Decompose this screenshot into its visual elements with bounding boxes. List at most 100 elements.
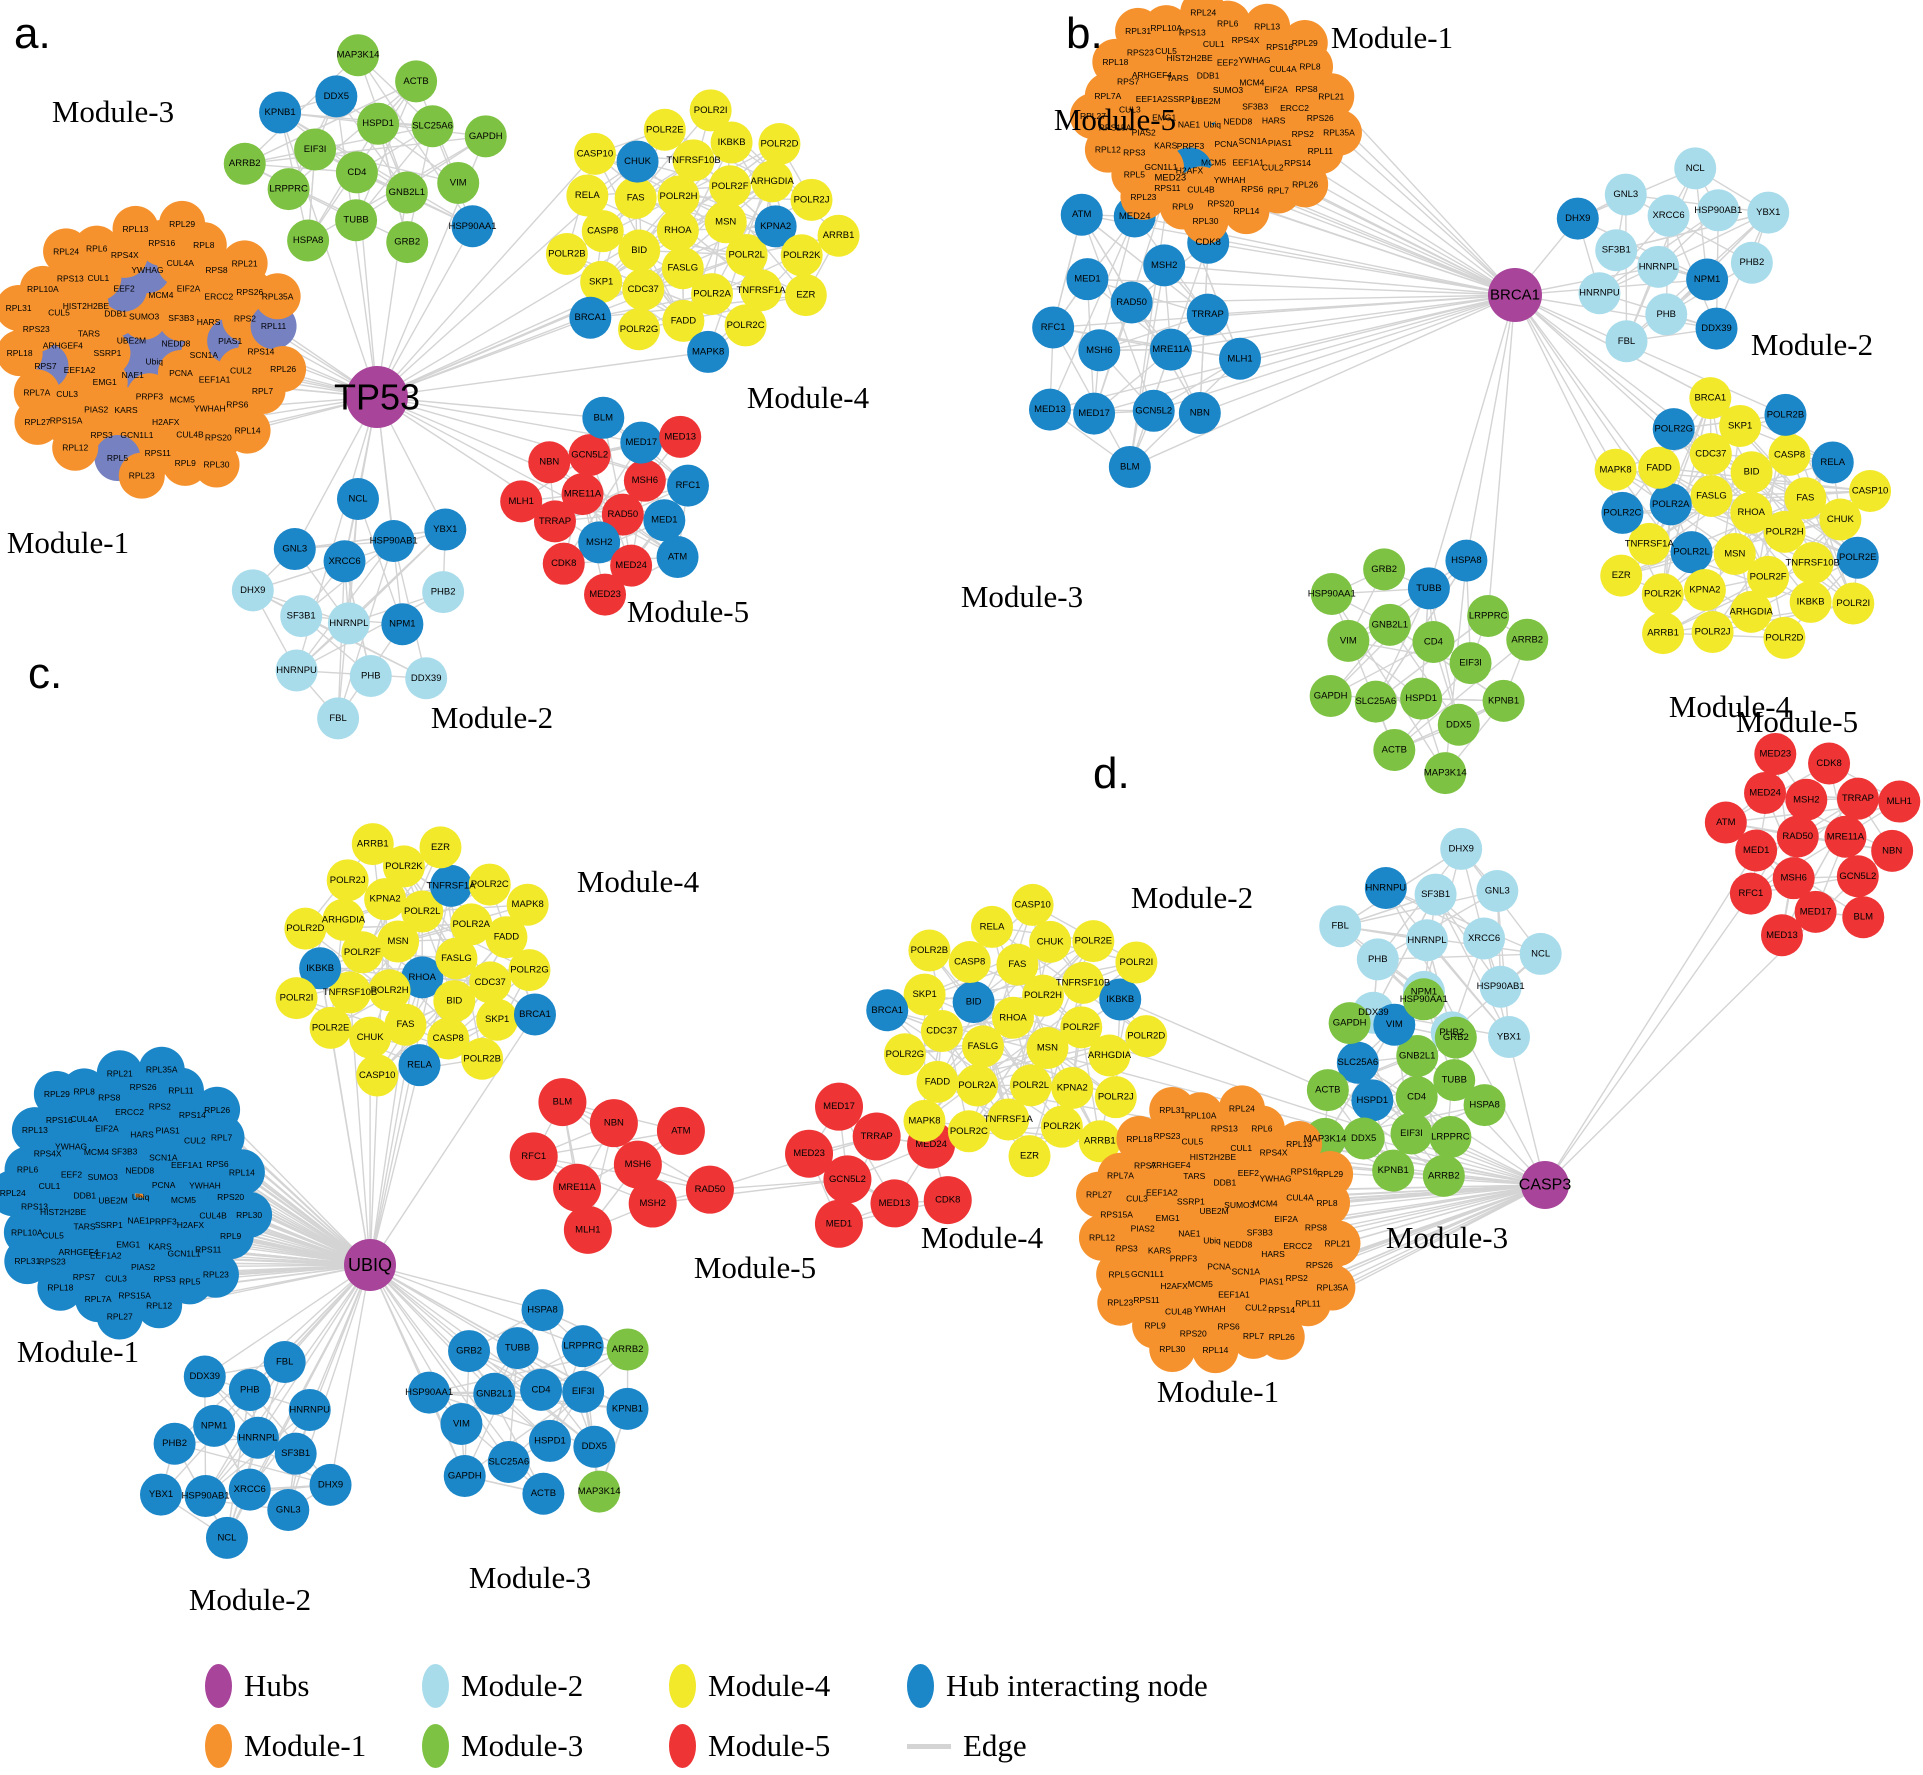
node-BRCA1[interactable] — [866, 989, 909, 1032]
node-EZR[interactable] — [1600, 554, 1643, 597]
node-SF3B1[interactable] — [274, 1432, 317, 1475]
node-EZR[interactable] — [419, 826, 462, 869]
node-RPL35A[interactable] — [138, 1046, 185, 1093]
node-POLR2I[interactable] — [1832, 582, 1875, 625]
node-CASP10[interactable] — [1011, 883, 1054, 926]
node-GNB2L1[interactable] — [1368, 603, 1411, 646]
node-SKP1[interactable] — [1719, 404, 1762, 447]
node-MED13[interactable] — [870, 1179, 919, 1228]
node-IKBKB[interactable] — [299, 947, 342, 990]
node-HSP90AA1[interactable] — [1310, 572, 1353, 615]
node-FASLG[interactable] — [1690, 475, 1733, 518]
node-SF3B1[interactable] — [1595, 229, 1638, 272]
node-SKP1[interactable] — [580, 260, 623, 303]
node-MSH2[interactable] — [1785, 778, 1828, 821]
node-BID[interactable] — [952, 981, 995, 1024]
node-GAPDH[interactable] — [464, 115, 507, 158]
node-DHX9[interactable] — [231, 569, 274, 612]
hub-node-TP53[interactable] — [346, 366, 408, 428]
node-RHOA[interactable] — [1730, 491, 1773, 534]
node-EIF3I[interactable] — [562, 1370, 605, 1413]
node-NPM1[interactable] — [1686, 258, 1729, 301]
node-RPL26[interactable] — [1282, 161, 1329, 208]
node-POLR2K[interactable] — [1641, 573, 1684, 616]
node-MSH6[interactable] — [613, 1140, 662, 1189]
node-KPNA2[interactable] — [1683, 569, 1726, 612]
node-HSP90AA1[interactable] — [1402, 978, 1445, 1021]
node-MSH6[interactable] — [1078, 329, 1121, 372]
node-RPL24[interactable] — [0, 1170, 36, 1217]
node-RPL21[interactable] — [1314, 1220, 1361, 1267]
node-RPL13[interactable] — [1276, 1120, 1323, 1167]
node-RPL26[interactable] — [194, 1086, 241, 1133]
node-MSN[interactable] — [1026, 1026, 1069, 1069]
node-HSPA8[interactable] — [287, 219, 330, 262]
node-MRE11A[interactable] — [1824, 815, 1867, 858]
node-FAS[interactable] — [614, 176, 657, 219]
node-RPL18[interactable] — [37, 1264, 84, 1311]
node-NCL[interactable] — [336, 477, 379, 520]
node-VIM[interactable] — [1327, 619, 1370, 662]
node-FBL[interactable] — [1319, 905, 1362, 948]
node-RFC1[interactable] — [1032, 306, 1075, 349]
node-MED17[interactable] — [620, 421, 663, 464]
node-RPL23[interactable] — [1097, 1279, 1144, 1326]
node-CASP8[interactable] — [1768, 433, 1811, 476]
node-RELA[interactable] — [971, 905, 1014, 948]
node-RHOA[interactable] — [401, 956, 444, 999]
node-HNRNPU[interactable] — [288, 1388, 331, 1431]
node-CASP10[interactable] — [356, 1054, 399, 1097]
node-RPL13[interactable] — [1244, 3, 1291, 50]
node-MED24[interactable] — [1744, 771, 1787, 814]
node-MED1[interactable] — [1066, 258, 1109, 301]
node-MSH2[interactable] — [1143, 244, 1186, 287]
node-ARRB2[interactable] — [1422, 1154, 1465, 1197]
node-BRCA1[interactable] — [513, 993, 556, 1036]
node-KPNB1[interactable] — [259, 91, 302, 134]
node-FASLG[interactable] — [961, 1025, 1004, 1068]
node-DDX39[interactable] — [1695, 307, 1738, 350]
node-CDC37[interactable] — [1689, 433, 1732, 476]
node-TNFRSF1A[interactable] — [987, 1098, 1030, 1141]
node-DDX39[interactable] — [405, 657, 448, 700]
node-POLR2K[interactable] — [382, 845, 425, 888]
node-CD4[interactable] — [335, 151, 378, 194]
node-PHB[interactable] — [1356, 938, 1399, 981]
node-RELA[interactable] — [398, 1044, 441, 1087]
node-DHX9[interactable] — [1556, 197, 1599, 240]
node-RPL21[interactable] — [1308, 73, 1355, 120]
node-HSP90AA1[interactable] — [451, 205, 494, 248]
node-MSH2[interactable] — [578, 521, 621, 564]
node-CD4[interactable] — [520, 1368, 563, 1411]
node-CDK8[interactable] — [542, 542, 585, 585]
node-MSN[interactable] — [377, 920, 420, 963]
node-RPL35A[interactable] — [1315, 109, 1362, 156]
node-POLR2J[interactable] — [1691, 610, 1734, 653]
node-FADD[interactable] — [662, 299, 705, 342]
node-ACTB[interactable] — [395, 60, 438, 103]
node-MAPK8[interactable] — [903, 1099, 946, 1142]
node-HSPA8[interactable] — [1445, 539, 1488, 582]
node-GNL3[interactable] — [273, 528, 316, 571]
node-RPL12[interactable] — [1078, 1214, 1125, 1261]
node-MSN[interactable] — [1713, 532, 1756, 575]
node-POLR2H[interactable] — [1763, 510, 1806, 553]
node-MED23[interactable] — [584, 573, 627, 616]
node-RFC1[interactable] — [509, 1132, 558, 1181]
node-RPL27[interactable] — [14, 398, 61, 445]
node-SLC25A6[interactable] — [487, 1441, 530, 1484]
node-BRCA1[interactable] — [1689, 377, 1732, 420]
node-RHOA[interactable] — [656, 209, 699, 252]
node-RPL24[interactable] — [43, 228, 90, 275]
node-POLR2A[interactable] — [450, 903, 493, 946]
node-POLR2E[interactable] — [1072, 920, 1115, 963]
node-RPL30[interactable] — [193, 441, 240, 488]
node-POLR2L[interactable] — [1670, 531, 1713, 574]
node-RPL13[interactable] — [112, 205, 159, 252]
node-MSN[interactable] — [704, 201, 747, 244]
node-PHB[interactable] — [228, 1368, 271, 1411]
node-ATM[interactable] — [1704, 801, 1747, 844]
node-MAPK8[interactable] — [1594, 448, 1637, 491]
node-POLR2L[interactable] — [1009, 1064, 1052, 1107]
node-ARRB1[interactable] — [351, 823, 394, 866]
